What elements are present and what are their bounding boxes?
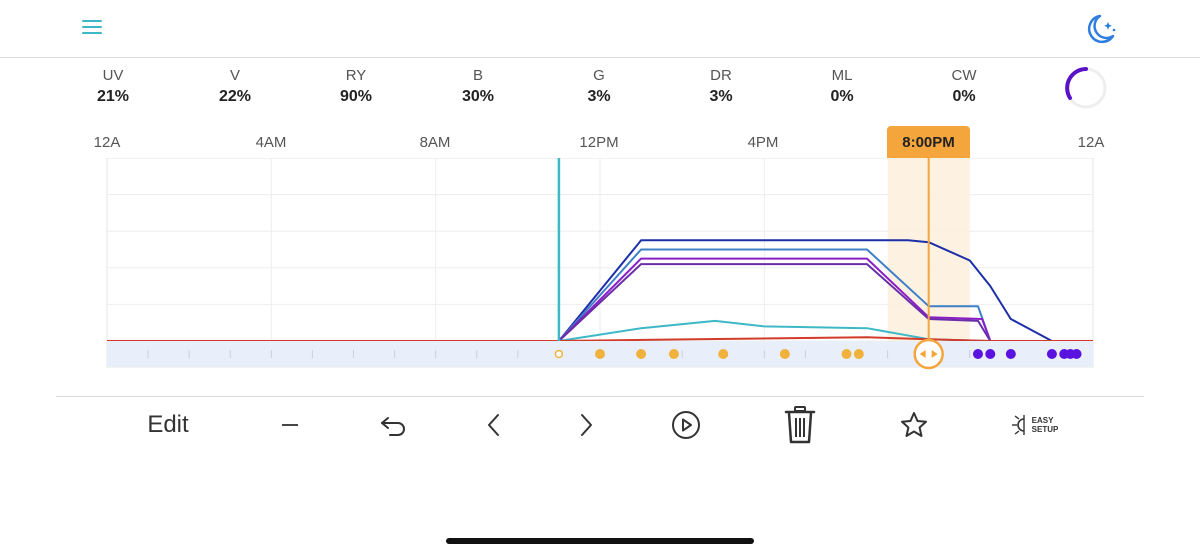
hamburger-menu-icon[interactable] (80, 16, 104, 38)
series-line (107, 263, 1093, 342)
chevron-left-icon[interactable] (474, 404, 514, 446)
control-point (718, 349, 729, 359)
edit-button[interactable]: Edit (147, 411, 189, 438)
easy-setup-button[interactable]: EASY SETUP (1004, 404, 1064, 446)
control-point (554, 349, 564, 359)
sun-half-icon (1011, 415, 1025, 435)
channel-ry[interactable]: RY 90% (306, 66, 406, 108)
star-icon[interactable] (894, 404, 934, 446)
time-scrub-handle (913, 158, 944, 370)
control-point (841, 349, 852, 359)
channel-value: 3% (709, 88, 733, 105)
time-label: 12A (93, 134, 121, 151)
channel-name: DR (710, 67, 732, 84)
control-point (985, 349, 996, 359)
channel-uv[interactable]: UV 21% (63, 66, 163, 108)
chevron-right-icon[interactable] (566, 404, 606, 446)
channel-name: G (593, 67, 605, 84)
channel-v[interactable]: V 22% (185, 66, 285, 108)
series-line (107, 239, 1093, 342)
toolbar-divider (56, 396, 1144, 397)
control-point (779, 349, 790, 359)
undo-icon[interactable] (372, 404, 416, 446)
channel-name: CW (951, 67, 977, 84)
channel-value: 3% (587, 88, 611, 105)
control-point (1005, 349, 1016, 359)
control-point (1071, 349, 1082, 359)
channel-ml[interactable]: ML 0% (792, 66, 892, 108)
control-point (972, 349, 983, 359)
channel-value: 0% (830, 88, 854, 105)
arrow-right-icon (931, 350, 938, 358)
time-label: 12A (1077, 134, 1105, 151)
play-icon[interactable] (666, 404, 706, 446)
channel-value: 90% (339, 88, 373, 105)
time-label: 12PM (579, 134, 619, 151)
easy-setup-line1: EASY (1031, 416, 1054, 425)
channel-name: RY (345, 67, 367, 84)
channel-name: ML (831, 67, 853, 84)
channel-name: V (229, 67, 240, 84)
easy-setup-label: EASY SETUP (1032, 416, 1059, 434)
time-label: 4PM (747, 134, 779, 151)
light-schedule-chart[interactable] (0, 158, 1200, 373)
control-point (595, 349, 605, 359)
selected-time-badge[interactable]: 8:00PM (887, 126, 970, 158)
time-label: 4AM (255, 134, 287, 151)
control-point (853, 349, 864, 359)
home-indicator (446, 538, 754, 544)
channel-name: B (472, 67, 483, 84)
channel-value: 30% (461, 88, 495, 105)
control-point (636, 349, 647, 359)
time-label: 8AM (419, 134, 451, 151)
scrub-handle (913, 338, 944, 370)
channel-readouts: UV 21% V 22% RY 90% B 30% G 3% DR 3% ML … (0, 66, 1200, 112)
intensity-ring-icon[interactable] (1064, 66, 1108, 110)
control-point (668, 349, 679, 359)
control-point (1046, 349, 1057, 359)
moon-stars-icon[interactable] (1080, 10, 1120, 48)
arrow-left-icon (919, 350, 926, 358)
channel-value: 21% (96, 88, 130, 105)
minus-icon[interactable] (270, 404, 310, 446)
easy-setup-line2: SETUP (1031, 425, 1059, 434)
channel-name: UV (102, 67, 124, 84)
channel-g[interactable]: G 3% (549, 66, 649, 108)
control-point-track (107, 341, 1093, 367)
channel-value: 0% (952, 88, 976, 105)
top-bar (0, 0, 1200, 58)
channel-b[interactable]: B 30% (428, 66, 528, 108)
trash-icon[interactable] (778, 404, 822, 446)
channel-dr[interactable]: DR 3% (671, 66, 771, 108)
channel-cw[interactable]: CW 0% (914, 66, 1014, 108)
channel-value: 22% (218, 88, 252, 105)
